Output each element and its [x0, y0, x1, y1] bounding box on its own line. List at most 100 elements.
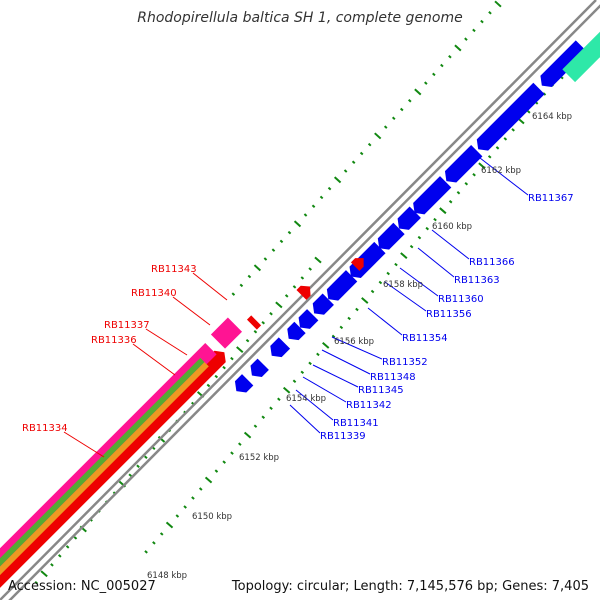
gene-label: RB11340 — [131, 288, 177, 299]
scale-tick — [391, 116, 396, 121]
teal-gene — [562, 31, 600, 83]
scale-tick — [495, 146, 500, 150]
forward-gene — [444, 145, 483, 183]
scale-tick — [300, 370, 305, 375]
scale-tick — [271, 248, 276, 252]
gene-label-leader — [479, 157, 529, 196]
scale-tick — [238, 442, 242, 446]
scale-tick — [351, 160, 356, 165]
gene-label: RB11348 — [370, 372, 416, 383]
gene-label-leader — [384, 281, 427, 312]
rna-gene — [210, 317, 243, 349]
gene-label: RB11356 — [426, 309, 472, 320]
scale-tick — [367, 142, 372, 147]
scale-tick — [339, 325, 344, 330]
gene-label: RB11352 — [382, 357, 428, 368]
scale-tick — [322, 341, 330, 349]
scale-tick — [308, 267, 312, 271]
scale-tick — [448, 55, 452, 59]
scale-tick — [480, 19, 484, 24]
gene-label: RB11337 — [104, 320, 150, 331]
genome-title: Rhodopirellula baltica SH 1, complete ge… — [137, 10, 463, 26]
scale-tick — [165, 521, 174, 529]
gene-label-leader — [302, 376, 347, 403]
scale-tick — [253, 424, 258, 428]
scale-tick — [432, 72, 436, 77]
scale-tick — [183, 505, 187, 509]
forward-gene — [413, 176, 452, 215]
scale-tick — [222, 460, 226, 464]
scale-tick — [57, 554, 62, 558]
scale-tick — [355, 307, 359, 312]
forward-gene — [397, 206, 421, 230]
scale-tick — [261, 321, 266, 325]
scale-tick — [198, 487, 203, 491]
scale-tick — [327, 186, 332, 191]
reverse-gene — [246, 315, 262, 330]
scale-tick — [231, 292, 236, 296]
scale-tick — [247, 274, 252, 279]
scale-tick — [464, 182, 469, 186]
forward-gene — [326, 270, 358, 301]
scale-tick — [394, 262, 398, 267]
scale-tick — [263, 257, 268, 261]
scale-label: 6148 kbp — [147, 571, 187, 581]
scale-tick — [378, 280, 383, 285]
reverse-gene — [0, 350, 226, 588]
scale-tick — [383, 125, 388, 129]
scale-tick — [73, 536, 78, 540]
scale-label: 6150 kbp — [192, 512, 232, 522]
gene-label: RB11367 — [528, 193, 574, 204]
scale-tick — [456, 190, 461, 195]
reverse-gene — [350, 258, 364, 271]
scale-tick — [361, 297, 369, 304]
gene-label: RB11341 — [333, 418, 379, 429]
forward-gene — [298, 309, 319, 329]
scale-tick — [311, 204, 316, 208]
scale-tick — [414, 88, 422, 96]
scale-tick — [511, 128, 515, 132]
forward-gene — [287, 321, 306, 341]
gene-label-leader — [312, 364, 359, 388]
scale-tick — [253, 329, 258, 334]
scale-tick — [269, 312, 273, 316]
scale-tick — [300, 276, 305, 280]
scale-label: 6158 kbp — [383, 280, 423, 290]
gene-label: RB11363 — [454, 275, 500, 286]
gene-label-leader — [145, 328, 188, 356]
scale-tick — [374, 132, 382, 140]
scale-tick — [417, 235, 422, 240]
scale-tick — [408, 98, 412, 103]
gene-label-leader — [63, 431, 105, 458]
dna-strand-reverse — [8, 4, 600, 600]
scale-tick — [319, 195, 324, 200]
gene-label-leader — [132, 343, 176, 376]
forward-gene — [270, 337, 291, 358]
scale-tick — [175, 514, 180, 518]
gene-label: RB11360 — [438, 294, 484, 305]
scale-tick — [400, 252, 408, 259]
forward-gene — [234, 374, 254, 393]
scale-tick — [314, 256, 322, 264]
gene-features — [0, 31, 600, 588]
scale-label: 6164 kbp — [532, 112, 572, 122]
scale-tick — [503, 137, 508, 141]
scale-tick — [293, 220, 302, 228]
scale-tick — [157, 435, 166, 443]
forward-gene — [540, 40, 588, 88]
scale-tick — [409, 244, 414, 249]
gene-label-leader — [295, 389, 334, 421]
scale-tick — [144, 455, 148, 459]
scale-tick — [65, 545, 70, 549]
scale-tick — [239, 283, 244, 288]
scale-tick — [526, 110, 531, 114]
scale-tick — [245, 338, 250, 343]
gene-labels: RB11339 RB11341 RB11342 RB11345 RB11348 RB113… — [22, 157, 574, 458]
scale-tick — [222, 365, 226, 370]
scale-tick — [261, 415, 266, 419]
gene-label: RB11354 — [402, 333, 448, 344]
